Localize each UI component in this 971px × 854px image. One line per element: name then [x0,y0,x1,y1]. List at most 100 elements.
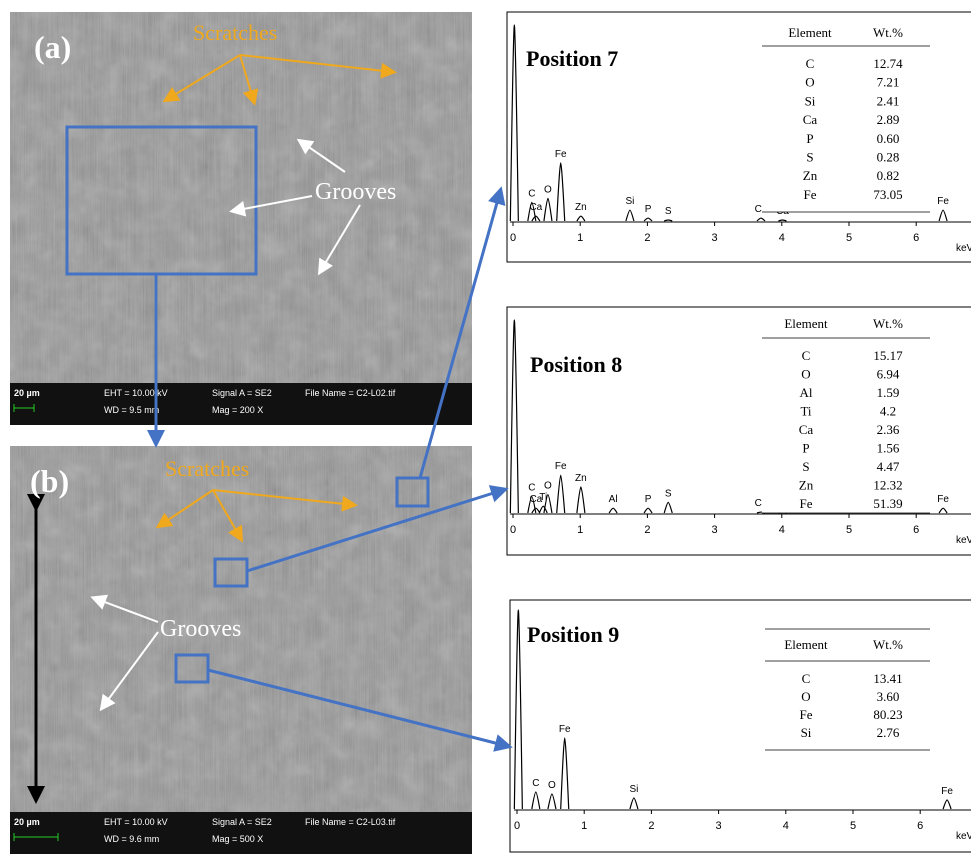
peak-label: S [665,206,672,217]
table-cell: S [806,150,813,165]
table-cell: 1.59 [877,385,900,400]
table-cell: Fe [800,707,813,722]
x-tick-label: 3 [712,232,718,244]
peak-label: Al [609,494,618,505]
info-text: Signal A = SE2 [212,388,272,398]
peak-label: Si [629,784,638,795]
table-header: Wt.% [873,316,903,331]
table-cell: 51.39 [873,496,902,511]
table-cell: Fe [804,187,817,202]
spectrum-title: Position 9 [527,622,619,647]
table-cell: Fe [800,496,813,511]
sem-images: 20 µm EHT = 10.00 kV WD = 9.5 mm Signal A =… [10,12,472,854]
x-tick-label: 4 [783,820,789,832]
info-text: EHT = 10.00 kV [104,388,168,398]
axis-unit: keV [956,243,971,254]
scale-label: 20 µm [14,817,40,827]
table-cell: 15.17 [873,348,903,363]
table-header: Element [788,25,832,40]
table-header: Element [784,316,828,331]
x-tick-label: 0 [514,820,520,832]
grooves-label: Grooves [160,616,241,642]
info-text: Mag = 200 X [212,405,263,415]
table-cell: 0.82 [877,168,900,183]
table-cell: O [801,367,810,382]
table-cell: 0.28 [877,150,900,165]
x-tick-label: 6 [913,232,919,244]
table-cell: 6.94 [877,367,900,382]
peak-label: Zn [575,202,587,213]
table-cell: 3.60 [877,689,900,704]
peak-label: C [528,483,535,494]
spectrum-title: Position 8 [530,352,622,377]
peak-label: Fe [941,786,953,797]
info-text: WD = 9.5 mm [104,405,159,415]
panel-label: (a) [34,29,71,65]
table-cell: P [806,131,813,146]
table-cell: C [802,671,811,686]
peak-label: S [665,488,672,499]
table-cell: Ca [799,422,814,437]
x-tick-label: 1 [581,820,587,832]
table-cell: Si [801,725,812,740]
scratches-label: Scratches [193,20,277,45]
table-cell: 0.60 [877,131,900,146]
table-cell: S [802,459,809,474]
table-cell: C [806,56,815,71]
peak-label: C [532,778,539,789]
table-cell: P [802,441,809,456]
table-cell: 4.2 [880,404,896,419]
axis-unit: keV [956,831,971,842]
table-bg [762,21,930,212]
table-cell: 2.36 [877,422,900,437]
x-tick-label: 4 [779,524,785,536]
peak-label: C [528,188,535,199]
table-cell: 80.23 [873,707,902,722]
table-cell: 73.05 [873,187,902,202]
x-tick-label: 2 [644,232,650,244]
x-tick-label: 0 [510,524,516,536]
peak-label: O [544,184,552,195]
panel-label: (b) [30,463,69,499]
x-tick-label: 6 [913,524,919,536]
table-header: Element [784,637,828,652]
table-cell: 4.47 [877,459,900,474]
table-cell: O [805,75,814,90]
info-text: Signal A = SE2 [212,817,272,827]
table-bg [762,312,930,513]
peak-label: Fe [937,494,949,505]
peak-label: Fe [937,196,949,207]
x-tick-label: 3 [716,820,722,832]
scale-label: 20 µm [14,388,40,398]
table-cell: Ti [800,404,811,419]
table-cell: 2.41 [877,93,900,108]
table-cell: 2.76 [877,725,900,740]
table-cell: Ca [803,112,818,127]
table-cell: Zn [803,168,818,183]
x-tick-label: 0 [510,232,516,244]
peak-label: Ca [529,202,542,213]
peak-label: P [645,494,652,505]
sem-streaks [10,12,472,383]
peak-label: O [544,481,552,492]
table-header: Wt.% [873,637,903,652]
x-tick-label: 1 [577,232,583,244]
figure: 20 µm EHT = 10.00 kV WD = 9.5 mm Signal A =… [0,0,971,854]
peak-label: Si [625,196,634,207]
info-text: Mag = 500 X [212,834,263,844]
table-cell: 12.74 [873,56,903,71]
spectra: 0123456keVCCaOFeZnSiPSCaCaFePosition 7El… [507,12,971,852]
info-text: EHT = 10.00 kV [104,817,168,827]
scratches-label: Scratches [165,456,249,481]
x-tick-label: 2 [644,524,650,536]
peak-label: P [645,204,652,215]
x-tick-label: 6 [917,820,923,832]
x-tick-label: 2 [648,820,654,832]
table-cell: 13.41 [873,671,902,686]
table-header: Wt.% [873,25,903,40]
table-cell: 2.89 [877,112,900,127]
table-cell: Al [800,385,813,400]
table-cell: 7.21 [877,75,900,90]
x-tick-label: 4 [779,232,785,244]
table-cell: O [801,689,810,704]
